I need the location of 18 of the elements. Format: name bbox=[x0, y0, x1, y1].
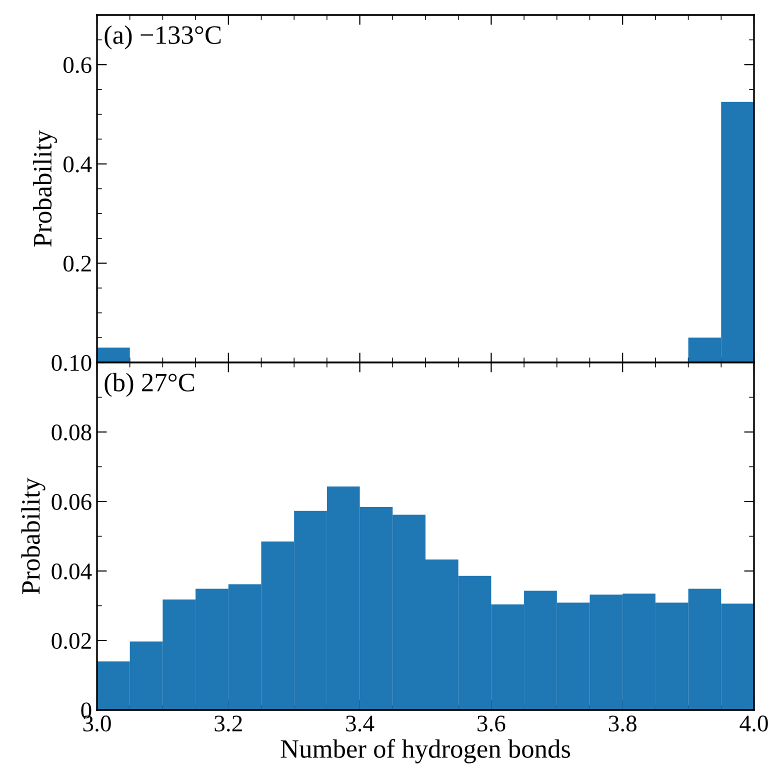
y-axis-title: Probability bbox=[33, 130, 58, 247]
y-tick-label: 0.08 bbox=[52, 424, 92, 441]
y-tick-label: 0.02 bbox=[52, 632, 91, 650]
y-tick-label: 0.10 bbox=[52, 354, 92, 372]
annotation: (a) −133°C bbox=[104, 25, 221, 50]
x-tick-label: 3.2 bbox=[214, 716, 242, 732]
y-axis-title: Probability bbox=[21, 478, 46, 594]
x-tick-label: 3.4 bbox=[346, 716, 374, 732]
annotation: (b) 27°C bbox=[104, 372, 194, 397]
x-tick-label: 3.6 bbox=[478, 716, 506, 732]
y-tick-label: 0.4 bbox=[64, 156, 92, 172]
y-tick-label: 0.6 bbox=[64, 57, 92, 74]
x-tick-label: 4.0 bbox=[740, 716, 768, 732]
y-tick-label: 0.06 bbox=[52, 494, 92, 510]
y-tick-label: 0.04 bbox=[52, 563, 92, 580]
x-axis-title: Number of hydrogen bonds bbox=[280, 739, 570, 764]
y-tick-label: 0.2 bbox=[64, 256, 91, 272]
x-tick-label: 3.8 bbox=[608, 716, 636, 732]
